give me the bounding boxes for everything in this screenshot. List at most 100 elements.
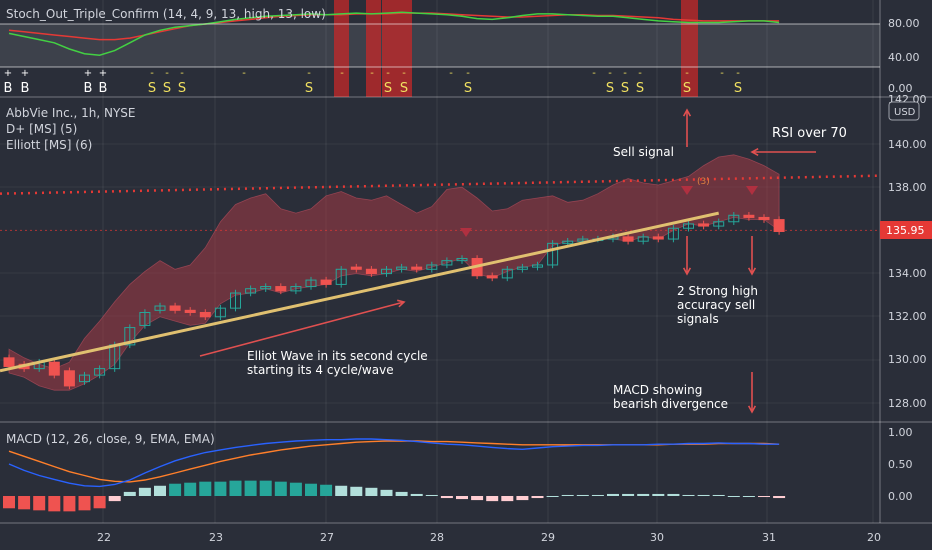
candle-body [305, 279, 317, 288]
stoch-marker-top: - [592, 68, 596, 79]
time-label: 23 [209, 531, 223, 544]
price-tick: 140.00 [888, 138, 927, 151]
time-axis[interactable]: 22 23 27 28 29 30 31 20 [97, 531, 881, 544]
stoch-marker-bottom: S [734, 81, 742, 96]
sell-triangle [681, 186, 693, 195]
stoch-marker-bottom: S [606, 81, 614, 96]
macd-histogram-bar [486, 496, 499, 502]
macd-histogram-bar [199, 481, 212, 496]
price-axis[interactable]: 142.00 140.00 138.00 134.00 132.00 130.0… [880, 93, 932, 410]
macd-histogram-bar [350, 486, 363, 496]
macd-histogram-bar [456, 496, 468, 500]
macd-histogram-bar [546, 496, 559, 497]
macd-histogram-bar [395, 491, 408, 496]
candle-body [63, 370, 75, 387]
time-label: 22 [97, 531, 111, 544]
price-tick: 132.00 [888, 310, 927, 323]
candle-body [411, 266, 423, 270]
macd-label[interactable]: MACD (12, 26, close, 9, EMA, EMA) [6, 432, 215, 446]
macd-histogram-bar [63, 496, 76, 512]
annotation-arrows [199, 108, 816, 414]
time-label: 28 [430, 531, 444, 544]
elliott-trendline [0, 211, 720, 373]
stoch-marker-bottom: S [636, 81, 644, 96]
wave-3-label: (3) [697, 177, 710, 187]
candle-body [652, 236, 664, 240]
stoch-tick: 0.00 [888, 82, 913, 95]
macd-histogram-bar [108, 496, 121, 502]
candle-body [214, 307, 226, 318]
stoch-marker-bottom: S [400, 81, 408, 96]
candle-body [381, 268, 392, 275]
macd-tick: 0.50 [888, 458, 913, 471]
stoch-marker-top: - [402, 68, 406, 79]
macd-histogram-bar [138, 487, 151, 496]
macd-histogram-bar [667, 493, 680, 496]
candle-body [3, 357, 15, 367]
candle-body [335, 268, 347, 285]
stoch-marker-top: - [386, 68, 390, 79]
candle-body [290, 286, 302, 292]
stoch-marker-top: - [466, 68, 470, 79]
candle-body [245, 288, 257, 294]
strong-sell-note-line2: accuracy sell [677, 298, 755, 312]
time-label: 31 [762, 531, 776, 544]
stoch-marker-top: - [150, 68, 154, 79]
stoch-axis: 80.00 40.00 0.00 [888, 17, 920, 95]
stoch-marker-bottom: B [99, 81, 108, 96]
macd-histogram-bar [18, 496, 31, 510]
sell-signal-down-arrow-right-head [747, 267, 757, 276]
stoch-marker-top: - [685, 68, 689, 79]
macd-histogram-bar [229, 480, 242, 496]
macd-histogram-bar [305, 483, 317, 496]
macd-histogram-bar [244, 480, 257, 496]
elliott-note-line2: starting its 4 cycle/wave [247, 363, 394, 377]
macd-note-line2: bearish divergence [613, 397, 728, 411]
candle-body [199, 311, 211, 318]
stoch-markers: +B+B+B+B-S-S-S- -S- - -S-S- -S- -S-S-S-S- -S [4, 68, 743, 96]
candle-body [396, 266, 408, 270]
stoch-marker-bottom: B [21, 81, 30, 96]
currency-badge[interactable] [888, 101, 920, 121]
candle-body [350, 266, 362, 270]
macd-histogram-bar [652, 493, 665, 496]
stoch-marker-top: - [449, 68, 453, 79]
stoch-marker-top: - [307, 68, 311, 79]
stoch-marker-top: - [180, 68, 184, 79]
macd-histogram-bar [78, 496, 91, 511]
candle-body [622, 236, 634, 242]
indicator-label-dplus[interactable]: D+ [MS] (5) [6, 122, 77, 136]
indicator-label-elliott[interactable]: Elliott [MS] (6) [6, 138, 92, 152]
candle-body [683, 223, 694, 229]
macd-histogram-bar [727, 496, 740, 497]
macd-histogram-bar [93, 496, 106, 509]
candle-body [154, 305, 166, 311]
candle-body [728, 214, 740, 223]
candle-body [758, 216, 770, 221]
candle-body [577, 238, 589, 242]
macd-histogram-bar [607, 493, 619, 496]
candle-body [667, 227, 679, 240]
macd-histogram-bar [154, 485, 166, 496]
candle-body [501, 268, 513, 279]
macd-histogram-bar [365, 487, 378, 496]
stoch-marker-top: + [4, 68, 12, 79]
sell-signal-note: Sell signal [613, 145, 674, 159]
macd-note-line1: MACD showing [613, 383, 702, 397]
candle-body [547, 242, 559, 266]
last-price-badge [880, 221, 932, 239]
sell-triangle [460, 228, 472, 237]
macd-histogram-bar [471, 496, 484, 501]
macd-histogram-bar [214, 481, 227, 496]
symbol-title[interactable]: AbbVie Inc., 1h, NYSE [6, 106, 135, 120]
stoch-marker-bottom: S [384, 81, 392, 96]
macd-divergence-arrow-head [747, 405, 757, 414]
sell-signal-up-arrow-head [682, 108, 692, 117]
candle-body [713, 221, 725, 227]
stoch-marker-bottom: S [148, 81, 156, 96]
macd-axis: 1.00 0.50 0.00 [888, 426, 913, 503]
macd-histogram [3, 480, 786, 512]
candle-body [637, 236, 649, 242]
stoch-label: Stoch_Out_Triple_Confirm (14, 4, 9, 13, … [6, 7, 326, 21]
